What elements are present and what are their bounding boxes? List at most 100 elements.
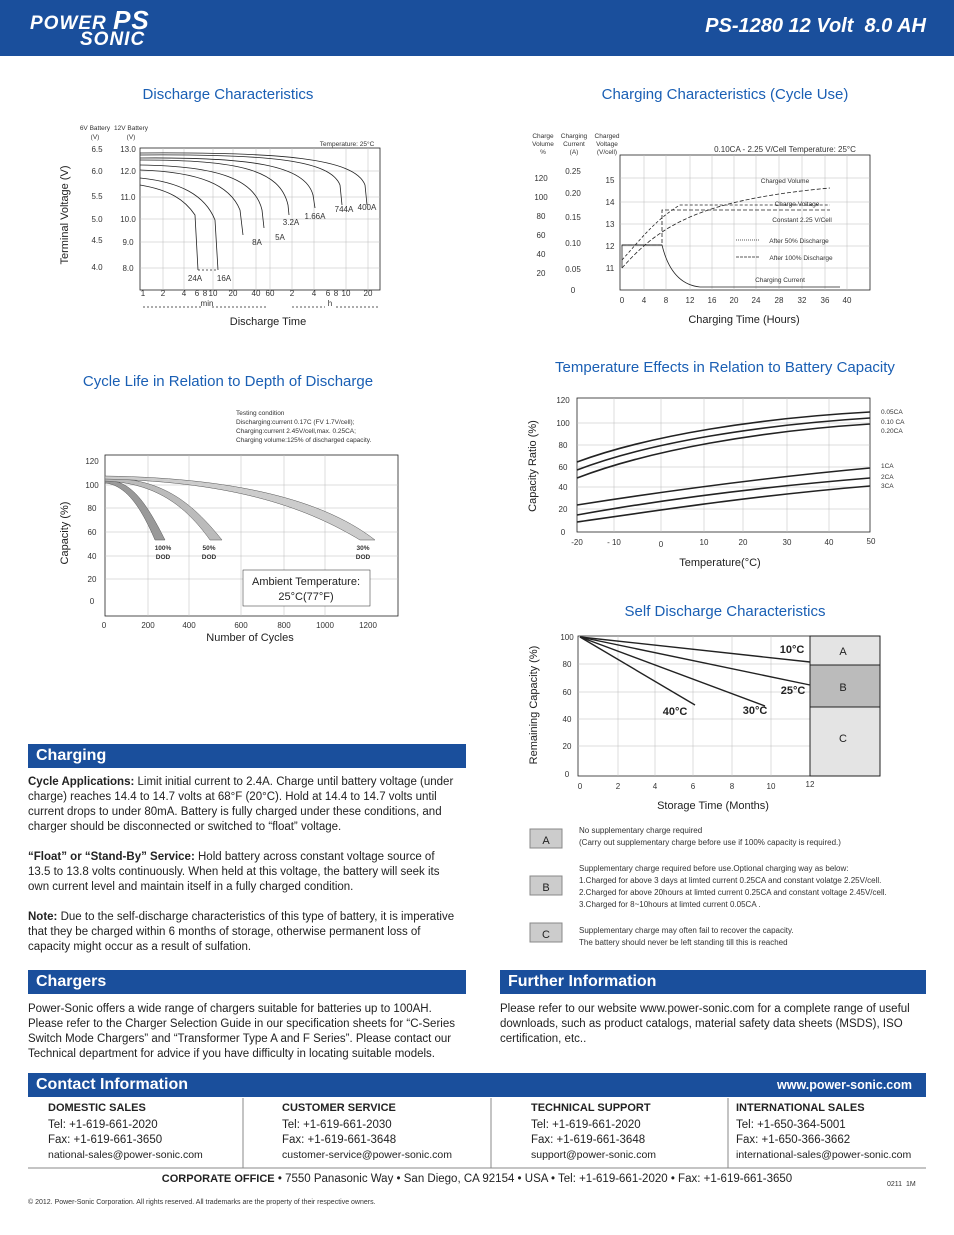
contact-tel: Tel: +1-619-661-2030 [282,1119,392,1131]
logo-middle: PS [113,5,150,35]
curve-label: 30°C [743,705,768,717]
copyright: © 2012. Power-Sonic Corporation. All rig… [28,1199,376,1206]
label: 6V Battery [80,125,111,132]
contact-title: DOMESTIC SALES [48,1102,146,1114]
logo-top: POWER [30,13,107,34]
y-tick-label: 11 [606,264,615,273]
label: Charging volume:125% of discharged capac… [236,437,372,444]
x-tick-label: 600 [234,621,248,630]
y-tick-label: 20 [563,742,572,751]
corporate-text: • 7550 Panasonic Way • San Diego, CA 921… [277,1173,793,1185]
label: 25°C(77°F) [278,591,333,603]
x-tick-label: 8 [203,289,208,298]
paragraph: Note: Due to the self-discharge characte… [28,910,460,955]
contact-email[interactable]: national-sales@power-sonic.com [48,1149,203,1161]
y-tick-label: 12.0 [120,167,136,176]
curve-label: 0.10 CA [881,419,905,426]
legend-label: After 100% Discharge [769,255,833,262]
x-tick-label: 10 [767,782,776,791]
label: DOD [356,554,371,561]
x-tick-label: 8 [664,296,669,305]
label: 50% [202,545,215,552]
temperature-plot [576,397,871,533]
curve-label: 40°C [663,706,688,718]
chart-title: Cycle Life in Relation to Depth of Disch… [83,373,373,390]
curve-label: 744A [335,205,354,214]
y-tick-label: 60 [537,231,546,240]
chart-title: Discharge Characteristics [143,86,314,103]
curve-label: 1.66A [305,212,327,221]
legend-key: B [542,882,549,894]
x-tick-label: 0 [102,621,107,630]
label: 12V Battery [114,125,149,132]
contact-email[interactable]: international-sales@power-sonic.com [736,1149,912,1161]
curve-label: 0.20CA [881,428,903,435]
x-tick-label: 1000 [316,621,334,630]
curve-label: 24A [188,274,203,283]
legend-label: After 50% Discharge [769,238,829,245]
logo: POWER PS SONIC [30,7,150,49]
y-tick-label: 11.0 [121,193,137,202]
x-tick-label: 0 [659,540,664,549]
axis-label: Capacity Ratio (%) [527,420,539,512]
charging-plot [619,154,871,291]
y-tick-label: 40 [563,715,572,724]
chart-title: Self Discharge Characteristics [625,603,826,620]
axis-label: Terminal Voltage (V) [59,165,71,264]
y-tick-label: 60 [559,463,568,472]
y-tick-label: 20 [537,269,546,278]
x-tick-label: 4 [312,289,317,298]
x-tick-label: 8 [334,289,339,298]
legend-label: Charge Voltage [775,201,820,208]
label: DOD [202,554,217,561]
label: 30% [356,545,369,552]
curve-label: 2CA [881,474,894,481]
note-line: 1.Charged for above 3 days at limted cur… [579,876,881,885]
label: Charged [595,133,620,140]
x-tick-label: 12 [686,296,695,305]
paragraph: Cycle Applications: Limit initial curren… [28,775,460,835]
contact-email[interactable]: customer-service@power-sonic.com [282,1149,452,1161]
label: Current [563,141,585,148]
x-tick-label: 200 [141,621,155,630]
curve-label: 25°C [781,685,806,697]
x-tick-label: 400 [182,621,196,630]
label: (V/cell) [597,149,617,156]
label: Ambient Temperature: [252,576,360,588]
x-tick-label: 40 [825,538,834,547]
x-tick-label: 0 [578,782,583,791]
x-tick-label: 12 [806,780,815,789]
y-tick-label: 40 [559,483,568,492]
x-tick-label: 20 [364,289,373,298]
y-tick-label: 8.0 [122,264,134,273]
contact-fax: Fax: +1-619-661-3648 [531,1134,646,1146]
axis-label: Charging Time (Hours) [688,314,799,326]
y-tick-label: 5.5 [91,192,103,201]
label: 100% [155,545,172,552]
contact-tel: Tel: +1-650-364-5001 [736,1119,846,1131]
y-tick-label: 80 [88,504,97,513]
section-heading: Chargers [28,970,466,994]
label: 0.10CA - 2.25 V/Cell Temperature: 25°C [714,145,856,154]
contact-email[interactable]: support@power-sonic.com [531,1149,657,1161]
contact-title: INTERNATIONAL SALES [736,1102,865,1114]
y-tick-label: 80 [537,212,546,221]
curve-label: 0.05CA [881,409,903,416]
curve-label: 1CA [881,463,894,470]
contact-fax: Fax: +1-619-661-3648 [282,1134,397,1146]
x-tick-label: 16 [708,296,717,305]
x-tick-label: 6 [691,782,696,791]
label: Testing condition [236,410,285,417]
label: (V) [127,134,136,141]
y-tick-label: 80 [559,441,568,450]
label: Voltage [596,141,618,148]
website[interactable]: www.power-sonic.com [777,1078,912,1092]
axis-label: Discharge Time [230,316,306,328]
label: Volume [532,141,554,148]
legend-label: Charged Volume [761,178,810,185]
x-tick-label: 20 [739,538,748,547]
x-tick-label: 60 [266,289,275,298]
section-heading: Charging [28,744,466,768]
contact-column: CUSTOMER SERVICE Tel: +1-619-661-2030 Fax:… [262,1098,487,1168]
x-tick-label: 10 [209,289,218,298]
